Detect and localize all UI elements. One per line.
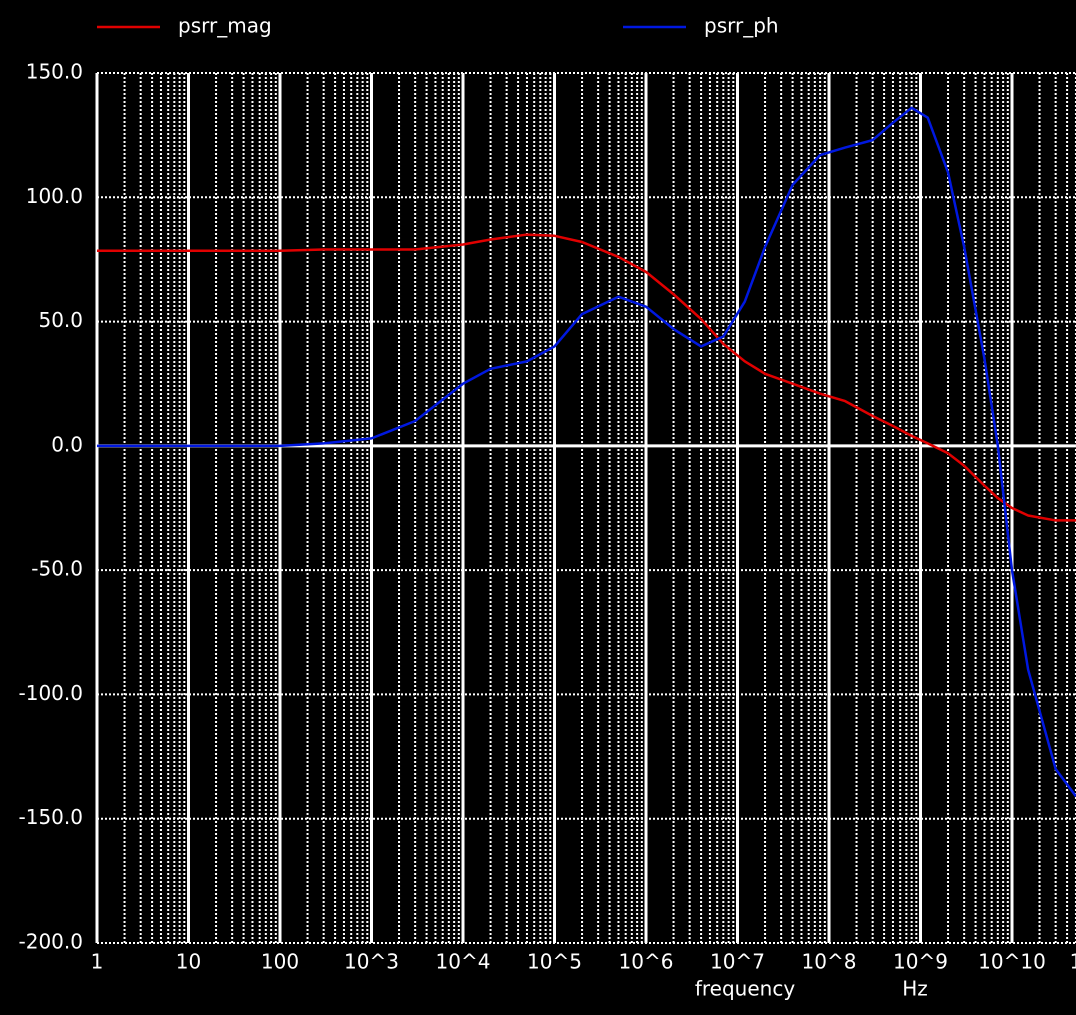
legend-label: psrr_ph: [704, 14, 779, 38]
y-tick-label: 0.0: [51, 432, 83, 456]
y-tick-label: -50.0: [31, 557, 83, 581]
x-tick-label: 10^4: [436, 950, 491, 974]
y-tick-label: -150.0: [19, 805, 83, 829]
y-tick-label: 100.0: [26, 184, 83, 208]
y-tick-label: -100.0: [19, 681, 83, 705]
x-axis-unit: Hz: [902, 977, 928, 1001]
x-tick-label: 10: [176, 950, 201, 974]
x-tick-label: 10^7: [710, 950, 765, 974]
x-tick-label: 10^10: [978, 950, 1046, 974]
series-line: [97, 106, 1076, 798]
x-tick-label: 10^6: [619, 950, 674, 974]
x-tick-label: 10^5: [527, 950, 582, 974]
x-tick-label: 100: [261, 950, 299, 974]
series-line: [97, 233, 1076, 522]
y-tick-label: 150.0: [26, 60, 83, 84]
x-tick-label: 10^11: [1070, 950, 1076, 974]
x-tick-label: 10^3: [344, 950, 399, 974]
y-tick-label: 50.0: [38, 308, 83, 332]
x-tick-label: 10^9: [893, 950, 948, 974]
x-tick-label: 1: [91, 950, 104, 974]
x-tick-label: 10^8: [802, 950, 857, 974]
legend-label: psrr_mag: [178, 14, 272, 38]
y-tick-label: -200.0: [19, 930, 83, 954]
x-axis-label: frequency: [695, 977, 795, 1001]
